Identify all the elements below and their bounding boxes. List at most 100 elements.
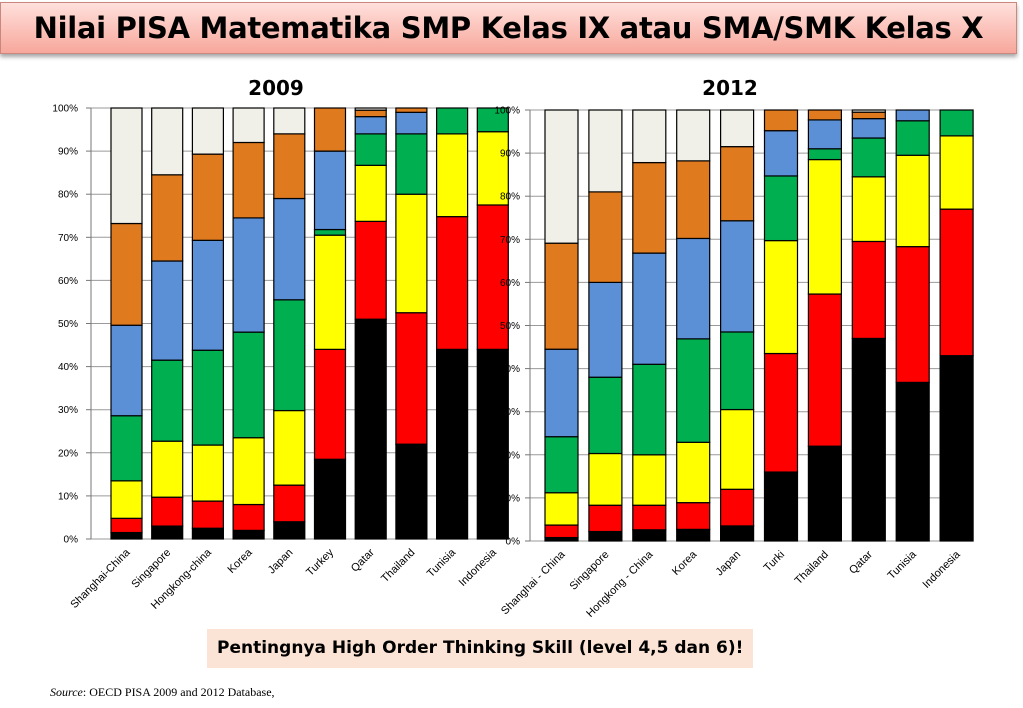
bar-segment: [632, 454, 667, 506]
chart-2012: 2012 0% 10% 20% 30% 40% 50% 60% 70% 80% 90% 100% Sha…: [494, 76, 974, 620]
bar-segment: [676, 441, 711, 504]
bar-segment: [632, 504, 667, 531]
bar-segment: [719, 488, 755, 527]
y-tick-label: 100%: [52, 104, 78, 115]
bar-segment: [588, 452, 623, 506]
bar-segment: [544, 524, 579, 539]
y-tick-label: 60%: [500, 278, 520, 289]
bar-segment: [476, 348, 509, 540]
bar-segment: [232, 437, 265, 506]
bar-segment: [939, 208, 974, 357]
bar-segment: [807, 119, 843, 150]
bar-segment: [895, 381, 930, 542]
bar-segment: [191, 500, 224, 529]
bar-segment: [939, 355, 974, 542]
bar-segment: [719, 408, 755, 490]
bar-segment: [632, 161, 667, 254]
bar-segment: [273, 197, 306, 301]
bar-segment: [232, 107, 265, 144]
bar-segment: [807, 293, 843, 447]
x-tick-label: Singapore: [568, 549, 612, 593]
bar-segment: [851, 137, 886, 178]
bar-segment: [851, 176, 886, 243]
bar-segment: [676, 237, 711, 340]
bar-segment: [395, 312, 428, 445]
bar-segment: [851, 337, 886, 542]
y-tick-label: 10%: [500, 493, 520, 504]
bar-segment: [588, 504, 623, 533]
bar-segment: [763, 471, 799, 542]
bar-segment: [354, 133, 387, 166]
bar-segment: [939, 109, 974, 137]
y-tick-label: 50%: [58, 319, 78, 330]
bar-segment: [273, 107, 306, 135]
bar-segment: [232, 331, 265, 439]
bar-segment: [763, 109, 799, 132]
bar-segment: [313, 348, 347, 460]
bar-segment: [110, 480, 143, 519]
page-title: Nilai PISA Matematika SMP Kelas IX atau …: [33, 11, 984, 45]
y-tick-label: 20%: [500, 450, 520, 461]
bar-segment: [354, 220, 387, 320]
y-tick-label: 30%: [500, 407, 520, 418]
x-tick-label: Japan: [714, 549, 744, 579]
y-tick-label: 80%: [58, 190, 78, 201]
bar-segment: [395, 443, 428, 540]
bar-segment: [395, 107, 428, 113]
y-tick-label: 40%: [500, 364, 520, 375]
x-tick-label: Thailand: [793, 549, 831, 587]
x-tick-label: Tunisia: [886, 548, 920, 582]
bar-segment: [436, 133, 469, 218]
bar-segment: [719, 220, 755, 333]
y-tick-label: 90%: [58, 147, 78, 158]
source-text: : OECD PISA 2009 and 2012 Database,: [82, 685, 275, 699]
y-tick-label: 80%: [500, 192, 520, 203]
callout-text: Pentingnya High Order Thinking Skill (le…: [217, 638, 744, 658]
y-tick-label: 60%: [58, 276, 78, 287]
y-tick-label: 70%: [58, 233, 78, 244]
bar-segment: [588, 530, 623, 542]
bar-segment: [151, 174, 184, 262]
bar-segment: [588, 191, 623, 284]
bar-segment: [588, 376, 623, 455]
bar-segment: [110, 107, 143, 225]
bar-segment: [191, 153, 224, 241]
bar-segment: [110, 222, 143, 326]
x-tick-label: Shanghai - China: [499, 548, 568, 617]
bar-segment: [436, 216, 469, 350]
bar-segment: [763, 239, 799, 355]
bar-segment: [719, 146, 755, 222]
x-tick-label: Korea: [670, 548, 700, 578]
bar-segment: [851, 109, 886, 113]
chart-2009: 20090%10%20%30%40%50%60%70%80%90%100%Sha…: [52, 76, 509, 612]
bar-segment: [588, 281, 623, 378]
bar-segment: [436, 107, 469, 135]
source-label: Source: [50, 685, 83, 699]
y-tick-label: 30%: [58, 405, 78, 416]
x-tick-label: Turki: [762, 549, 787, 574]
bar-segment: [151, 359, 184, 442]
bar-segment: [807, 109, 843, 121]
bar-segment: [632, 363, 667, 456]
bar-segment: [395, 133, 428, 195]
bar-segment: [354, 164, 387, 222]
bar-segment: [807, 148, 843, 161]
bar-segment: [719, 525, 755, 542]
callout-box: Pentingnya High Order Thinking Skill (le…: [207, 629, 753, 668]
bar-segment: [807, 445, 843, 542]
bar-segment: [151, 440, 184, 498]
y-tick-label: 50%: [500, 321, 520, 332]
bar-segment: [895, 109, 930, 122]
bar-segment: [191, 349, 224, 446]
bar-segment: [676, 338, 711, 443]
bar-segment: [191, 107, 224, 155]
bar-segment: [895, 154, 930, 248]
bar-segment: [763, 175, 799, 242]
chart-title: 2012: [702, 76, 758, 100]
y-tick-label: 0%: [64, 535, 79, 546]
bar-segment: [851, 240, 886, 340]
bar-segment: [476, 107, 509, 133]
bar-segment: [895, 246, 930, 383]
bar-segment: [232, 141, 265, 219]
bar-segment: [191, 239, 224, 351]
